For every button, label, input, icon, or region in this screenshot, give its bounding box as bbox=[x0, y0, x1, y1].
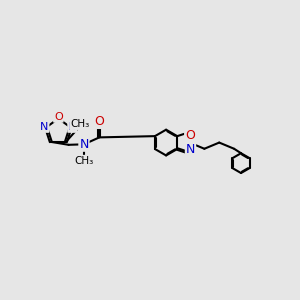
Text: N: N bbox=[186, 143, 195, 156]
Text: N: N bbox=[40, 122, 49, 132]
Text: O: O bbox=[54, 112, 63, 122]
Text: CH₃: CH₃ bbox=[74, 156, 94, 166]
Text: N: N bbox=[79, 138, 89, 151]
Text: CH₃: CH₃ bbox=[70, 119, 89, 129]
Text: O: O bbox=[94, 115, 104, 128]
Text: O: O bbox=[185, 129, 195, 142]
Text: N: N bbox=[68, 122, 76, 132]
